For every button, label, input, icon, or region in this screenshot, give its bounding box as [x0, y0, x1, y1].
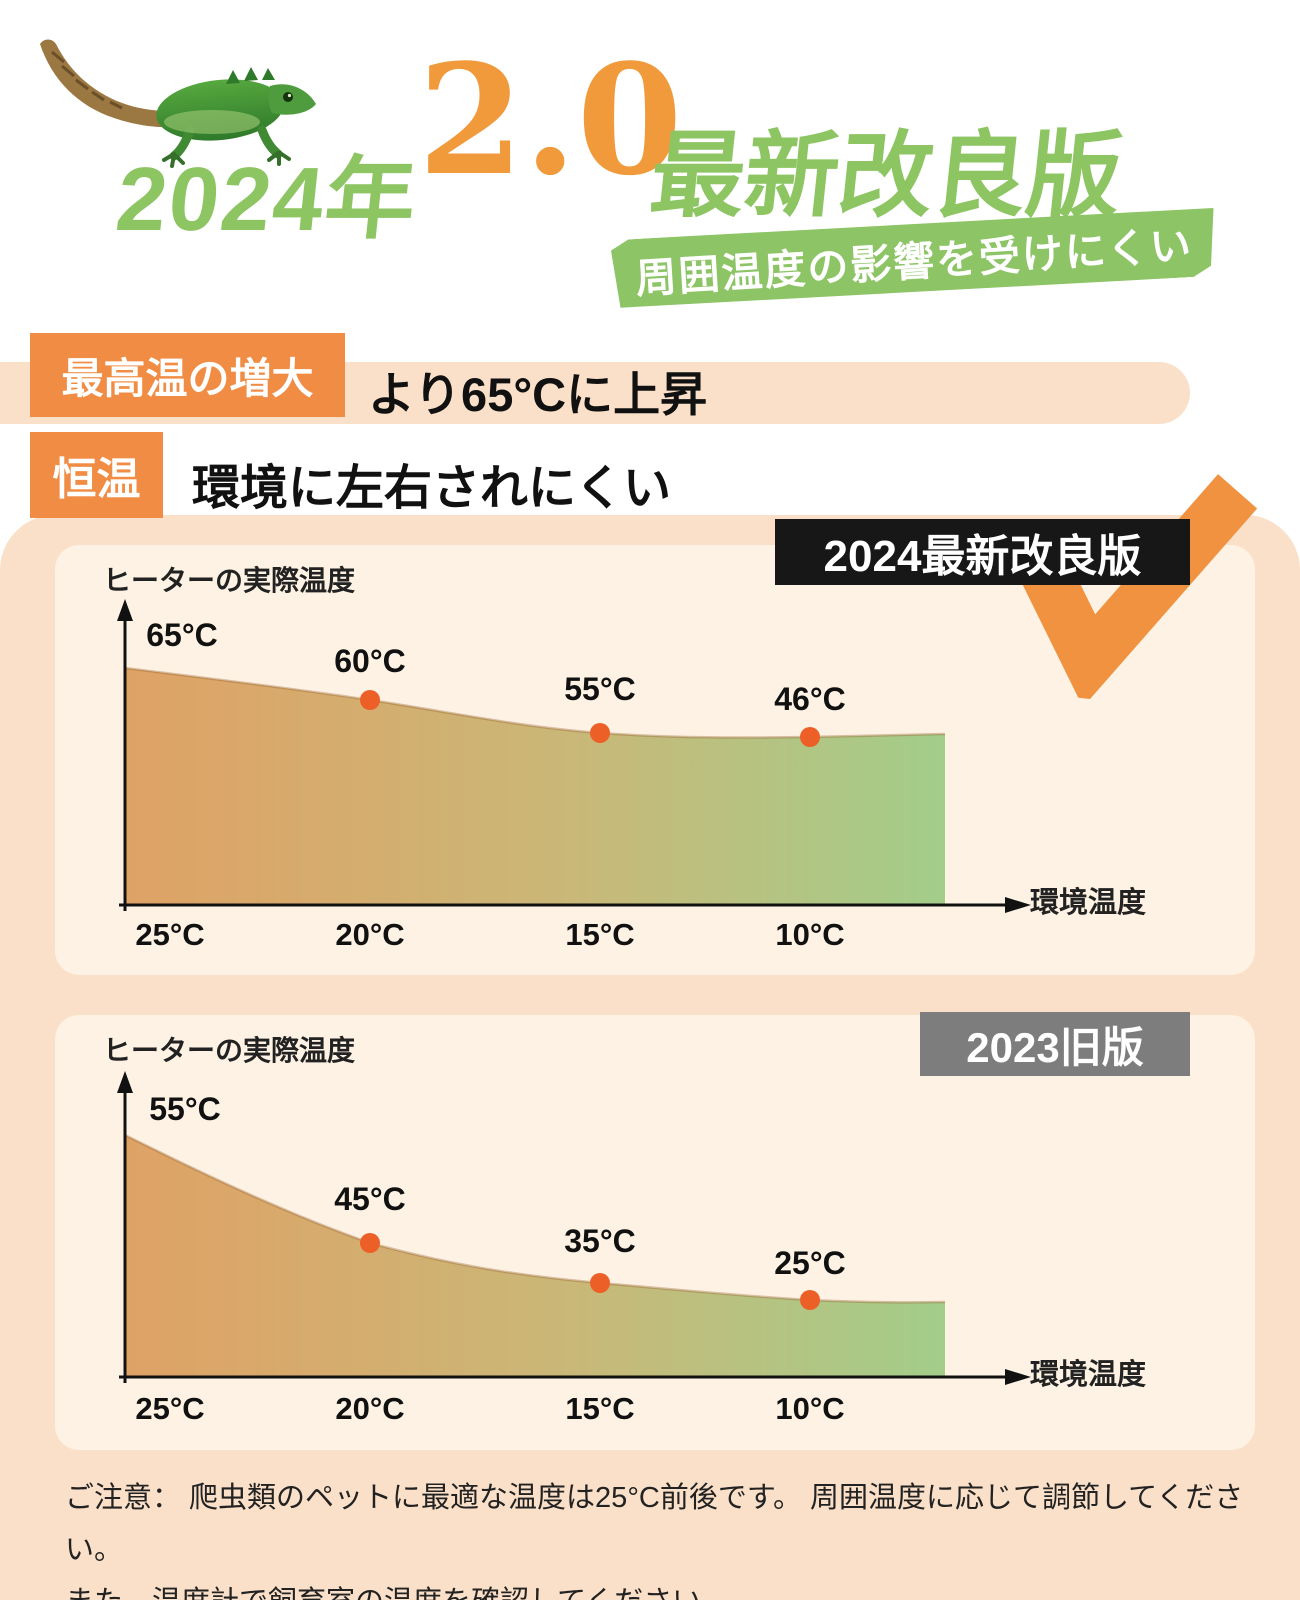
data-point-dot [360, 690, 380, 710]
data-point-dot [800, 727, 820, 747]
notice-text: ご注意： 爬虫類のペットに最適な温度は25°C前後です。 周囲温度に応じて調節し… [65, 1472, 1245, 1600]
x-tick: 10°C [775, 917, 845, 952]
notice-line-2: また、温度計で飼育室の温度を確認してください。 [65, 1576, 1245, 1600]
x-axis-arrow-2023 [1005, 1369, 1031, 1385]
lizard-icon [40, 39, 316, 168]
badge-2023-version: 2023旧版 [920, 1012, 1190, 1076]
chart-2023-y-axis-title: ヒーターの実際温度 [103, 1035, 356, 1066]
feature-badge-constant-temp: 恒温 [30, 432, 163, 518]
point-label: 46°C [774, 681, 846, 717]
chart-2023-x-axis-title: 環境温度 [1030, 1359, 1147, 1391]
area-chart-2023 [117, 1071, 1031, 1385]
data-point-dot [590, 1273, 610, 1293]
title-version: 2.0 [418, 30, 683, 209]
badge-2024-version: 2024最新改良版 [775, 519, 1190, 585]
x-tick: 15°C [565, 917, 635, 952]
x-tick: 10°C [775, 1391, 845, 1426]
x-axis-arrow-2024 [1005, 897, 1031, 913]
feature-badge-max-temp: 最高温の増大 [30, 333, 345, 417]
notice-line-1: ご注意： 爬虫類のペットに最適な温度は25°C前後です。 周囲温度に応じて調節し… [65, 1482, 1244, 1567]
chart-2024-x-axis-title: 環境温度 [1030, 887, 1147, 919]
lizard-image [30, 14, 320, 174]
feature-badge-max-temp-label: 最高温の増大 [61, 354, 314, 402]
y-axis-arrow-2023 [117, 1071, 133, 1093]
point-label: 45°C [334, 1181, 406, 1217]
title-suffix: 最新改良版 [645, 123, 1127, 228]
point-label: 60°C [334, 643, 406, 679]
chart-card-2024: ヒーターの実際温度 65°C 60°C 55°C 46°C 25°C 20° [55, 545, 1255, 975]
x-tick: 25°C [135, 917, 205, 952]
x-tick: 20°C [335, 917, 405, 952]
area-edge-2024 [124, 666, 946, 739]
y-axis-arrow-2024 [117, 599, 133, 621]
data-point-dot [800, 1290, 820, 1310]
point-label: 25°C [774, 1245, 846, 1281]
chart-2024-y-axis-title: ヒーターの実際温度 [103, 565, 356, 596]
x-tick: 20°C [335, 1391, 405, 1426]
data-point-dot [590, 723, 610, 743]
chart-card-2023: ヒーターの実際温度 55°C 45°C 35°C 25°C 25°C 20° [55, 1015, 1255, 1450]
feature-badge-constant-temp-label: 恒温 [52, 455, 141, 504]
area-chart-2024 [117, 599, 1031, 913]
x-tick: 25°C [135, 1391, 205, 1426]
point-label: 55°C [564, 671, 636, 707]
point-label: 55°C [149, 1091, 221, 1127]
area-edge-2023 [124, 1133, 946, 1304]
area-fill-2023 [125, 1135, 945, 1377]
area-fill-2024 [125, 668, 945, 905]
feature-text-constant-temp: 環境に左右されにくい [192, 462, 672, 515]
feature-text-max-temp: より65°Cに上昇 [368, 368, 708, 421]
point-label: 35°C [564, 1223, 636, 1259]
data-point-dot [360, 1233, 380, 1253]
x-tick: 15°C [565, 1391, 635, 1426]
point-label: 65°C [146, 617, 218, 653]
